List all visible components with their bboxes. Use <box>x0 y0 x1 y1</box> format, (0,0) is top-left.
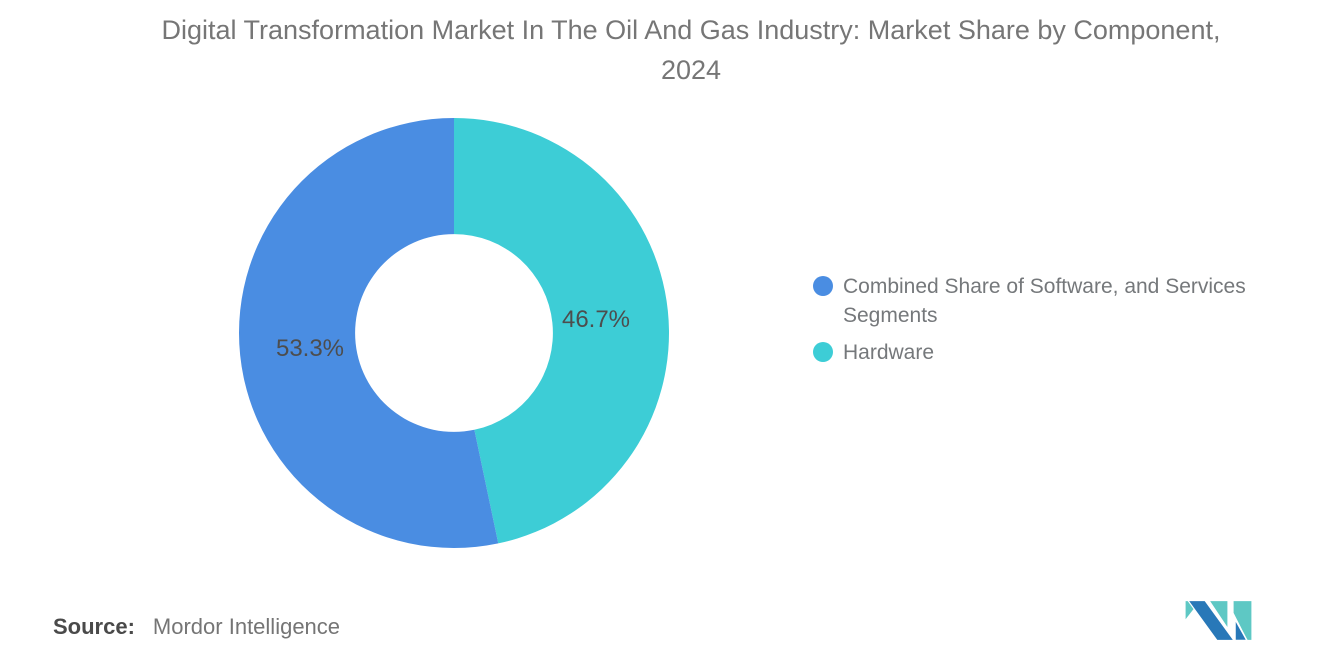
legend-label-hardware: Hardware <box>843 341 935 364</box>
legend-marker-hardware-icon <box>813 342 833 362</box>
legend-item-hardware[interactable]: Hardware <box>813 338 1293 367</box>
pie-slice-hardware[interactable] <box>454 118 669 544</box>
mordor-intelligence-logo-icon <box>1185 600 1252 641</box>
data-label-software-services: 53.3% <box>275 335 345 362</box>
source-name: Mordor Intelligence <box>152 614 341 639</box>
legend-item-software-services[interactable]: Combined Share of Software, and Services… <box>813 272 1293 330</box>
legend-label-software-services: Combined Share of Software, and Services… <box>843 275 1246 327</box>
chart-title: Digital Transformation Market In The Oil… <box>161 15 1221 85</box>
source-label: Source: <box>53 614 135 639</box>
data-label-hardware: 46.7% <box>561 306 631 333</box>
donut-chart-area: 53.3% 46.7% <box>239 118 669 548</box>
donut-chart <box>239 118 669 548</box>
pie-slice-combined-share-of-software-and-services-segments[interactable] <box>239 118 499 548</box>
legend-marker-software-services-icon <box>813 276 833 296</box>
source-row: Source: Mordor Intelligence <box>53 613 340 641</box>
mordor-intelligence-logo <box>1185 600 1252 641</box>
legend: Combined Share of Software, and Services… <box>813 272 1293 375</box>
